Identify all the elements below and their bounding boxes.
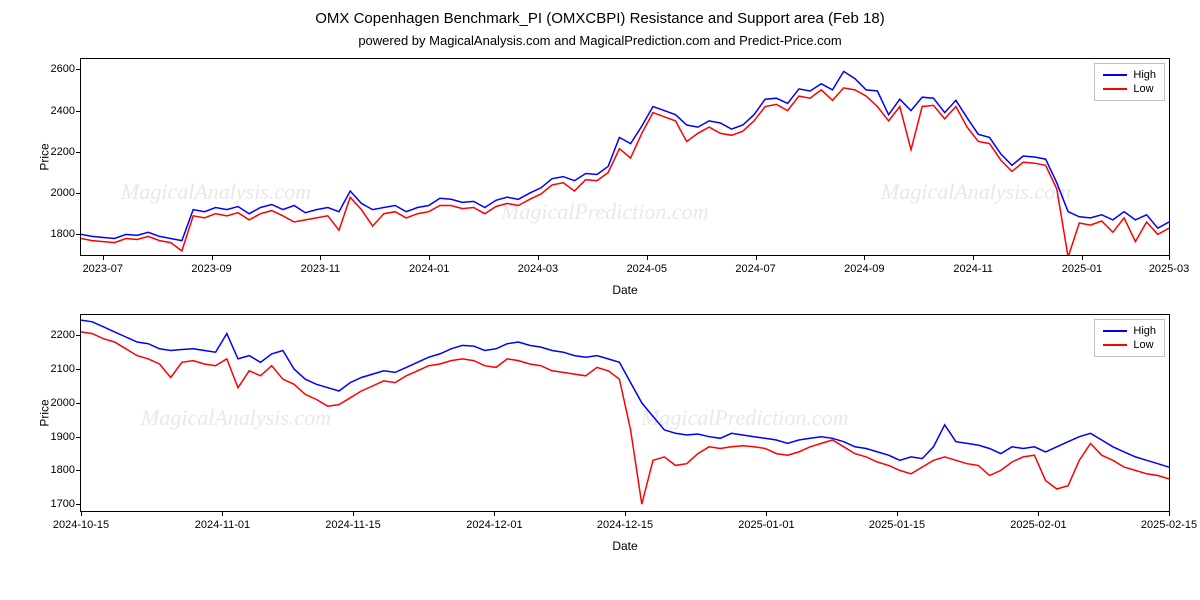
ytick-mark (76, 234, 81, 235)
xtick-mark (973, 255, 974, 260)
legend-item-low: Low (1103, 82, 1156, 96)
xtick-label: 2025-01-01 (738, 519, 794, 531)
xtick-label: 2024-07 (735, 263, 775, 275)
ytick-mark (76, 403, 81, 404)
chart-title: OMX Copenhagen Benchmark_PI (OMXCBPI) Re… (0, 0, 1200, 27)
legend-label: High (1133, 69, 1156, 81)
chart-subtitle: powered by MagicalAnalysis.com and Magic… (0, 27, 1200, 54)
legend-line-icon (1103, 74, 1127, 76)
legend-item-high: High (1103, 324, 1156, 338)
legend-line-icon (1103, 330, 1127, 332)
series-low (81, 88, 1169, 255)
ytick-label: 1800 (39, 228, 75, 240)
xtick-label: 2024-11 (953, 263, 993, 275)
legend-line-icon (1103, 88, 1127, 90)
ytick-label: 2200 (39, 329, 75, 341)
xtick-mark (1082, 255, 1083, 260)
legend-item-high: High (1103, 68, 1156, 82)
ytick-label: 2200 (39, 146, 75, 158)
xtick-label: 2024-01 (409, 263, 449, 275)
bottom-plot-svg (81, 315, 1169, 511)
ytick-label: 1800 (39, 464, 75, 476)
top-xlabel: Date (612, 283, 637, 297)
xtick-label: 2023-07 (83, 263, 123, 275)
xtick-label: 2024-12-15 (597, 519, 653, 531)
xtick-mark (756, 255, 757, 260)
ytick-label: 2100 (39, 363, 75, 375)
ytick-label: 2000 (39, 187, 75, 199)
xtick-label: 2025-03 (1149, 263, 1189, 275)
xtick-mark (1169, 511, 1170, 516)
xtick-mark (429, 255, 430, 260)
xtick-mark (625, 511, 626, 516)
legend-label: High (1133, 325, 1156, 337)
ytick-label: 2000 (39, 397, 75, 409)
bottom-xlabel: Date (612, 539, 637, 553)
xtick-mark (320, 255, 321, 260)
xtick-label: 2024-05 (627, 263, 667, 275)
ytick-label: 2600 (39, 63, 75, 75)
xtick-mark (81, 511, 82, 516)
xtick-mark (864, 255, 865, 260)
legend-box: High Low (1094, 63, 1165, 101)
xtick-mark (212, 255, 213, 260)
xtick-mark (353, 511, 354, 516)
xtick-label: 2024-03 (518, 263, 558, 275)
legend-item-low: Low (1103, 338, 1156, 352)
ytick-label: 1900 (39, 431, 75, 443)
xtick-label: 2024-10-15 (53, 519, 109, 531)
xtick-label: 2024-11-15 (325, 519, 380, 531)
legend-label: Low (1133, 339, 1153, 351)
xtick-mark (103, 255, 104, 260)
ytick-mark (76, 193, 81, 194)
ytick-mark (76, 335, 81, 336)
series-high (81, 71, 1169, 240)
ytick-label: 1700 (39, 498, 75, 510)
top-plot-svg (81, 59, 1169, 255)
legend-line-icon (1103, 344, 1127, 346)
top-chart-panel: Price Date MagicalAnalysis.com MagicalPr… (80, 58, 1170, 256)
xtick-mark (222, 511, 223, 516)
xtick-mark (538, 255, 539, 260)
xtick-mark (1169, 255, 1170, 260)
xtick-label: 2025-02-01 (1010, 519, 1066, 531)
xtick-label: 2024-09 (844, 263, 884, 275)
ytick-mark (76, 69, 81, 70)
xtick-label: 2025-02-15 (1141, 519, 1197, 531)
ytick-mark (76, 504, 81, 505)
xtick-label: 2023-09 (191, 263, 231, 275)
xtick-mark (647, 255, 648, 260)
series-high (81, 320, 1169, 467)
xtick-mark (494, 511, 495, 516)
xtick-label: 2024-12-01 (466, 519, 522, 531)
xtick-label: 2024-11-01 (195, 519, 250, 531)
ytick-mark (76, 437, 81, 438)
xtick-label: 2025-01-15 (869, 519, 925, 531)
ytick-mark (76, 111, 81, 112)
xtick-label: 2025-01 (1062, 263, 1102, 275)
figure-container: OMX Copenhagen Benchmark_PI (OMXCBPI) Re… (0, 0, 1200, 600)
xtick-mark (1038, 511, 1039, 516)
ytick-label: 2400 (39, 105, 75, 117)
bottom-chart-panel: Price Date MagicalAnalysis.com MagicalPr… (80, 314, 1170, 512)
xtick-label: 2023-11 (301, 263, 341, 275)
xtick-mark (897, 511, 898, 516)
legend-label: Low (1133, 83, 1153, 95)
legend-box: High Low (1094, 319, 1165, 357)
ytick-mark (76, 152, 81, 153)
ytick-mark (76, 470, 81, 471)
xtick-mark (766, 511, 767, 516)
ytick-mark (76, 369, 81, 370)
